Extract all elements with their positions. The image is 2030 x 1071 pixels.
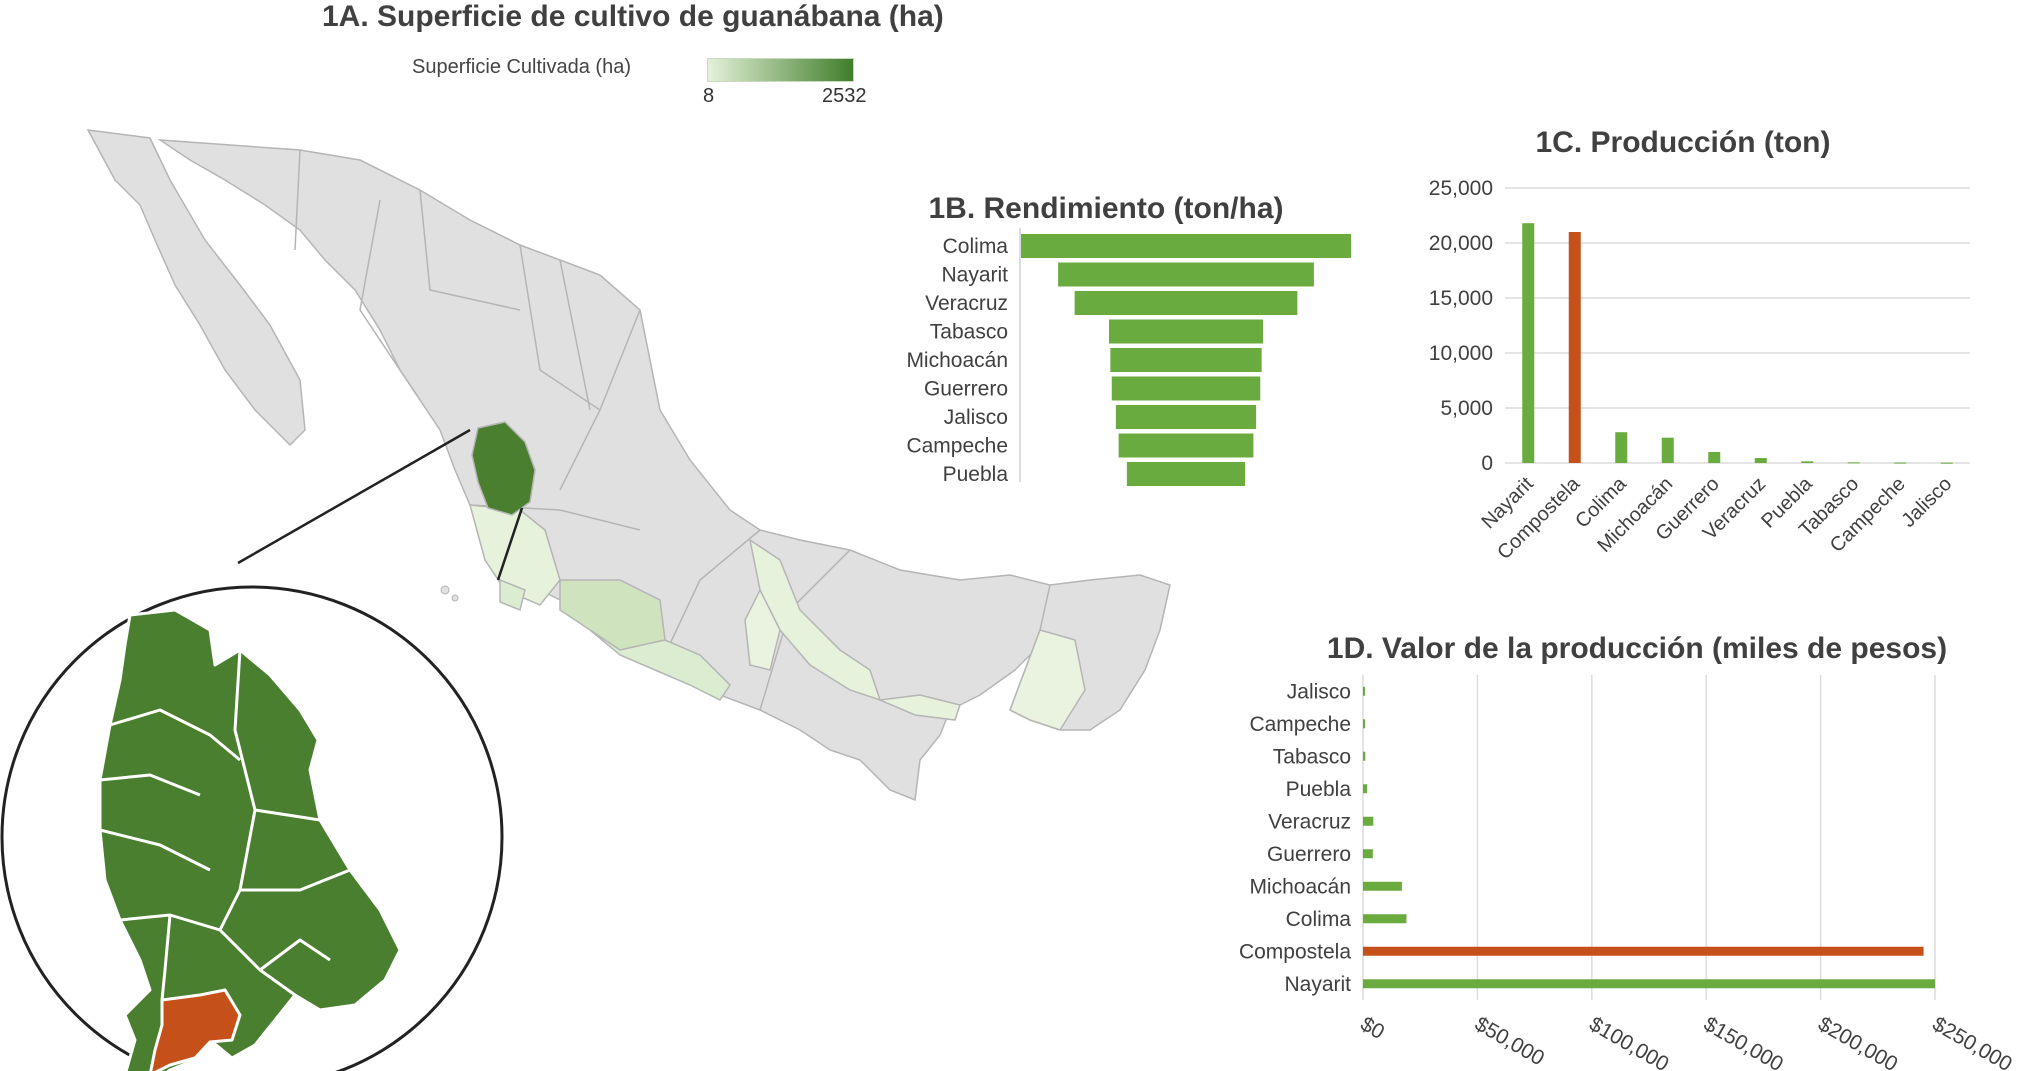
chart-1b-bar	[1118, 433, 1254, 458]
chart-1b-bar	[1110, 348, 1262, 372]
chart-1b-category-label: Jalisco	[944, 406, 1008, 429]
chart-1d-xtick-label: $150,000	[1700, 1012, 1787, 1071]
chart-1d-category-label: Guerrero	[1267, 843, 1351, 866]
state-puebla	[744, 588, 781, 671]
chart-1b-category-label: Michoacán	[906, 349, 1008, 372]
state-tabasco	[877, 694, 961, 721]
chart-1c-bar	[1801, 461, 1814, 463]
chart-1c-ytick-label: 15,000	[1429, 287, 1493, 310]
chart-1d-bar	[1363, 881, 1402, 891]
chart-1b-category-label: Guerrero	[924, 378, 1008, 401]
chart-1c-bar	[1568, 232, 1581, 463]
zoom-line	[496, 507, 524, 581]
chart-1b-bar	[1111, 376, 1261, 401]
chart-1d-xtick-label: $200,000	[1814, 1012, 1901, 1071]
mexico-map	[0, 129, 1171, 1071]
chart-1b-category-label: Colima	[943, 235, 1009, 258]
chart-1d-category-label: Nayarit	[1284, 973, 1351, 996]
chart-1c-ytick-label: 25,000	[1429, 177, 1493, 200]
legend-label: Superficie Cultivada (ha)	[412, 56, 631, 78]
chart-1d-title: 1D. Valor de la producción (miles de pes…	[1327, 632, 1947, 665]
chart-1d-xtick-label: $250,000	[1929, 1012, 2016, 1071]
chart-1d: 1D. Valor de la producción (miles de pes…	[1239, 632, 2016, 1071]
chart-1d-bar	[1363, 816, 1374, 826]
baja-peninsula	[86, 129, 306, 447]
chart-1c-ytick-label: 0	[1481, 452, 1493, 475]
chart-1b: 1B. Rendimiento (ton/ha) Colima Nayarit Ve…	[906, 192, 1351, 486]
zoom-line	[237, 428, 471, 565]
legend-max: 2532	[822, 85, 867, 107]
chart-1c: 1C. Producción (ton) 0 5,000 10,000 15,000 2…	[1429, 126, 1970, 564]
chart-1d-category-label: Compostela	[1239, 940, 1351, 963]
chart-1c-category-label: Jalisco	[1897, 473, 1956, 532]
chart-1d-category-label: Jalisco	[1287, 680, 1351, 703]
chart-1d-category-label: Colima	[1286, 908, 1352, 931]
chart-1b-category-label: Nayarit	[941, 264, 1008, 287]
state-jalisco	[468, 504, 561, 606]
chart-1d-xtick-label: $50,000	[1471, 1012, 1548, 1070]
municipality-compostela	[149, 988, 242, 1071]
chart-1b-title: 1B. Rendimiento (ton/ha)	[929, 192, 1284, 225]
cultivated-states	[468, 504, 1086, 731]
chart-1c-ytick-label: 10,000	[1429, 342, 1493, 365]
chart-1b-bar	[1021, 234, 1351, 258]
chart-1c-title: 1C. Producción (ton)	[1536, 126, 1831, 159]
chart-1c-ytick-label: 5,000	[1440, 397, 1493, 420]
legend-gradient	[707, 58, 854, 82]
chart-1b-category-label: Veracruz	[925, 292, 1008, 315]
chart-1d-bar	[1363, 979, 1935, 989]
state-colima	[499, 578, 526, 612]
legend-min: 8	[703, 85, 715, 107]
chart-1d-category-label: Campeche	[1249, 713, 1351, 736]
chart-1d-category-label: Michoacán	[1249, 875, 1351, 898]
chart-1d-xtick-label: $0	[1357, 1012, 1389, 1044]
chart-1c-bar	[1940, 462, 1953, 464]
chart-1d-bar	[1363, 784, 1368, 794]
chart-1b-bar	[1074, 291, 1298, 315]
chart-1b-category-label: Tabasco	[930, 321, 1008, 344]
state-guerrero	[589, 629, 731, 701]
chart-1d-category-label: Puebla	[1286, 778, 1352, 801]
municipal-borders	[99, 649, 351, 1001]
chart-1c-bar	[1754, 458, 1767, 463]
chart-1c-bar	[1708, 452, 1721, 463]
chart-1b-category-label: Puebla	[943, 463, 1009, 486]
chart-1d-bar	[1363, 946, 1924, 956]
map-title: 1A. Superficie de cultivo de guanábana (…	[322, 0, 944, 33]
chart-1b-bar	[1058, 262, 1314, 287]
state-campeche	[1009, 629, 1086, 731]
chart-1d-bar	[1363, 686, 1365, 696]
chart-1b-bar	[1115, 405, 1257, 429]
chart-1c-bar	[1894, 462, 1907, 464]
chart-1d-bar	[1363, 719, 1366, 729]
chart-1d-category-label: Tabasco	[1273, 745, 1351, 768]
chart-1c-bar	[1847, 462, 1860, 464]
chart-1b-category-label: Campeche	[906, 435, 1008, 458]
chart-1c-bar	[1522, 223, 1535, 463]
island	[440, 585, 450, 595]
island	[451, 594, 459, 602]
chart-1c-bar	[1615, 432, 1628, 463]
chart-1b-bar	[1109, 319, 1263, 344]
chart-1d-category-label: Veracruz	[1268, 810, 1351, 833]
chart-1d-xtick-label: $100,000	[1585, 1012, 1672, 1071]
chart-1b-bar	[1126, 462, 1246, 486]
chart-1d-bar	[1363, 914, 1407, 924]
chart-1d-bar	[1363, 751, 1366, 761]
chart-1c-bar	[1661, 437, 1674, 463]
chart-1c-ytick-label: 20,000	[1429, 232, 1493, 255]
chart-1d-bar	[1363, 849, 1373, 859]
nayarit-inset	[98, 608, 402, 1071]
